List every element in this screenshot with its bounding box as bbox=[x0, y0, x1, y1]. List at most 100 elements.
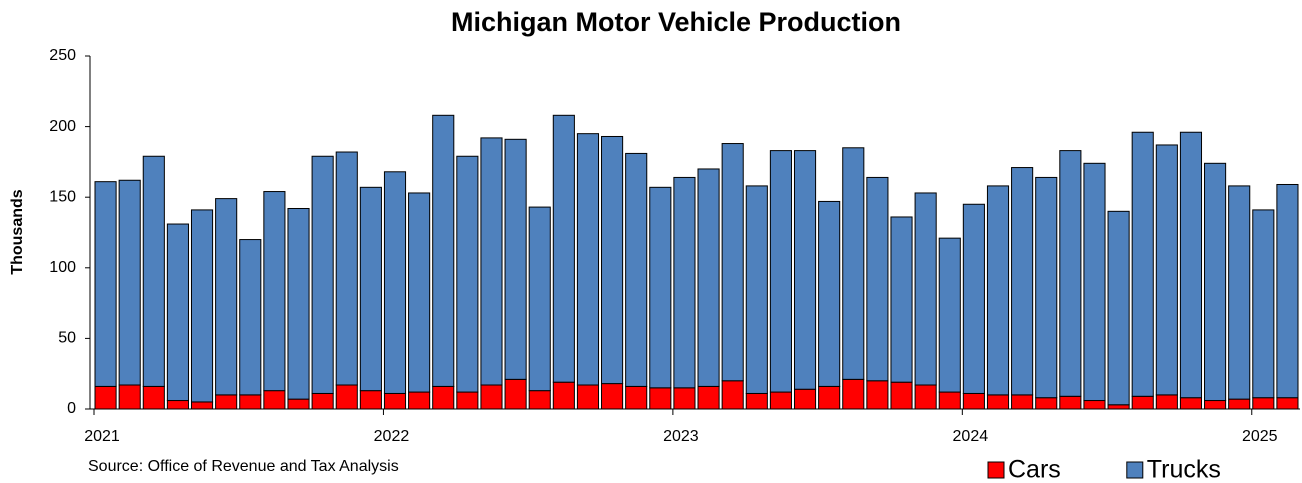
bar-segment bbox=[625, 385, 648, 410]
bar-segment bbox=[1131, 395, 1154, 410]
bar-segment bbox=[938, 237, 961, 393]
bar-segment bbox=[359, 390, 382, 410]
bar-segment bbox=[1155, 144, 1178, 396]
bar-segment bbox=[745, 392, 768, 410]
bar-segment bbox=[166, 400, 189, 410]
bar-segment bbox=[1179, 397, 1203, 410]
bar-segment bbox=[697, 168, 720, 387]
legend-label: Trucks bbox=[1147, 456, 1221, 483]
y-tick-label: 100 bbox=[49, 259, 76, 276]
bar-segment bbox=[769, 150, 792, 393]
bar-segment bbox=[576, 384, 600, 410]
bar-segment bbox=[287, 207, 310, 400]
bar-segment bbox=[673, 387, 696, 410]
bar-segment bbox=[1252, 209, 1275, 399]
bar-segment bbox=[432, 385, 455, 410]
bar-segment bbox=[504, 378, 527, 410]
bar-segment bbox=[552, 381, 575, 410]
bar-segment bbox=[818, 200, 841, 387]
bar-segment bbox=[890, 216, 913, 383]
bar-segment bbox=[263, 390, 286, 410]
legend-swatch bbox=[987, 461, 1005, 479]
bar-segment bbox=[1059, 150, 1082, 397]
bar-segment bbox=[1059, 395, 1082, 410]
bar-segment bbox=[1035, 397, 1058, 410]
y-tick-label: 250 bbox=[49, 47, 76, 64]
chart-title: Michigan Motor Vehicle Production bbox=[451, 7, 901, 37]
bar-segment bbox=[649, 387, 672, 410]
bar-segment bbox=[1083, 400, 1106, 410]
x-tick-label: 2022 bbox=[374, 428, 410, 445]
bar-segment bbox=[552, 114, 575, 383]
bar-segment bbox=[866, 380, 889, 410]
bar-segment bbox=[1252, 397, 1275, 410]
bar-segment bbox=[842, 378, 865, 410]
bar-segment bbox=[1179, 131, 1203, 399]
bar-segment bbox=[601, 135, 624, 385]
bar-segment bbox=[528, 206, 551, 392]
x-tick-label: 2024 bbox=[953, 428, 989, 445]
bar-segment bbox=[576, 133, 600, 386]
bar-segment bbox=[215, 198, 238, 396]
bar-segment bbox=[745, 185, 768, 394]
bar-segment bbox=[866, 176, 889, 382]
bar-segment bbox=[480, 384, 503, 410]
bar-segment bbox=[793, 150, 817, 390]
bar-segment bbox=[673, 176, 696, 389]
source-note: Source: Office of Revenue and Tax Analys… bbox=[88, 458, 399, 475]
bar-segment bbox=[769, 391, 792, 410]
x-tick-label: 2025 bbox=[1242, 428, 1278, 445]
bar-segment bbox=[94, 385, 117, 410]
bar-segment bbox=[1011, 394, 1034, 410]
bar-segment bbox=[721, 380, 744, 410]
bar-segment bbox=[842, 147, 865, 380]
bar-segment bbox=[986, 394, 1010, 410]
legend-label: Cars bbox=[1008, 456, 1061, 483]
bar-segment bbox=[408, 192, 431, 393]
bar-segment bbox=[311, 155, 334, 394]
bar-segment bbox=[311, 392, 334, 410]
bar-segment bbox=[456, 391, 479, 410]
bar-segment bbox=[1011, 167, 1034, 396]
bar-segment bbox=[601, 383, 624, 410]
bar-segment bbox=[938, 391, 961, 410]
bar-segment bbox=[432, 114, 455, 387]
bar-segment bbox=[383, 171, 407, 394]
bar-segment bbox=[914, 192, 937, 386]
bar-segment bbox=[190, 401, 214, 410]
bar-segment bbox=[962, 392, 985, 410]
bar-segment bbox=[914, 384, 937, 410]
bar-segment bbox=[1107, 210, 1130, 406]
bar-segment bbox=[142, 385, 165, 410]
bar-segment bbox=[986, 185, 1010, 396]
bar-segment bbox=[1228, 398, 1251, 410]
bar-segment bbox=[1204, 400, 1227, 410]
y-tick-label: 50 bbox=[58, 330, 76, 347]
bar-segment bbox=[335, 384, 358, 410]
y-tick-label: 0 bbox=[67, 400, 76, 417]
x-tick-label: 2023 bbox=[663, 428, 699, 445]
bar-segment bbox=[1083, 162, 1106, 402]
bar-segment bbox=[408, 391, 431, 410]
bar-segment bbox=[239, 239, 262, 396]
bar-segment bbox=[1228, 185, 1251, 400]
y-tick-label: 200 bbox=[49, 118, 76, 135]
bar-segment bbox=[625, 152, 648, 387]
bar-segment bbox=[1204, 162, 1227, 402]
bar-segment bbox=[383, 392, 407, 410]
bar-segment bbox=[962, 203, 985, 394]
bar-segment bbox=[142, 155, 165, 387]
bar-segment bbox=[118, 179, 141, 386]
y-tick-label: 150 bbox=[49, 188, 76, 205]
bar-segment bbox=[359, 186, 382, 392]
legend-swatch bbox=[1126, 461, 1144, 479]
bar-segment bbox=[335, 151, 358, 386]
bar-segment bbox=[1276, 183, 1299, 399]
bar-segment bbox=[287, 398, 310, 410]
bar-segment bbox=[793, 388, 817, 410]
bar-segment bbox=[1276, 397, 1299, 410]
bar-segment bbox=[1131, 131, 1154, 397]
bar-segment bbox=[721, 143, 744, 382]
y-axis-label: Thousands bbox=[9, 189, 26, 274]
